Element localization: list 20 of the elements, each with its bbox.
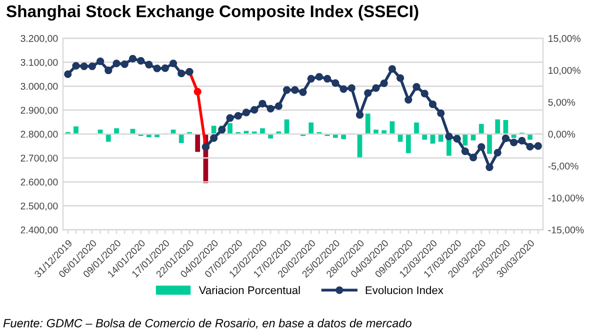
y-tick-label: 2.400,00 — [20, 226, 58, 235]
y2-tick-label: 5,00% — [548, 98, 576, 107]
y-tick-label: 2.900,00 — [20, 106, 58, 115]
y-tick-label: 3.200,00 — [20, 35, 58, 44]
y2-tick-label: -15,00% — [548, 226, 584, 235]
y-tick-label: 3.000,00 — [20, 82, 58, 91]
y2-tick-label: 15,00% — [548, 35, 580, 44]
y-tick-label: 3.100,00 — [20, 58, 58, 67]
source-note: Fuente: GDMC – Bolsa de Comercio de Rosario, en base a datos de mercado — [3, 318, 412, 329]
legend-label: Variacion Porcentual — [198, 286, 300, 294]
y2-tick-label: -10,00% — [548, 194, 584, 203]
legend-label: Evolucion Index — [366, 286, 444, 294]
y-tick-label: 2.800,00 — [20, 130, 58, 139]
y-tick-label: 2.500,00 — [20, 202, 58, 211]
y2-tick-label: -5,00% — [548, 162, 578, 171]
y-tick-label: 2.700,00 — [20, 154, 58, 163]
y-tick-label: 2.600,00 — [20, 178, 58, 187]
y2-tick-label: 10,00% — [548, 66, 580, 75]
chart-title: Shanghai Stock Exchange Composite Index (SSECI) — [6, 4, 418, 21]
y2-tick-label: 0,00% — [548, 130, 576, 139]
